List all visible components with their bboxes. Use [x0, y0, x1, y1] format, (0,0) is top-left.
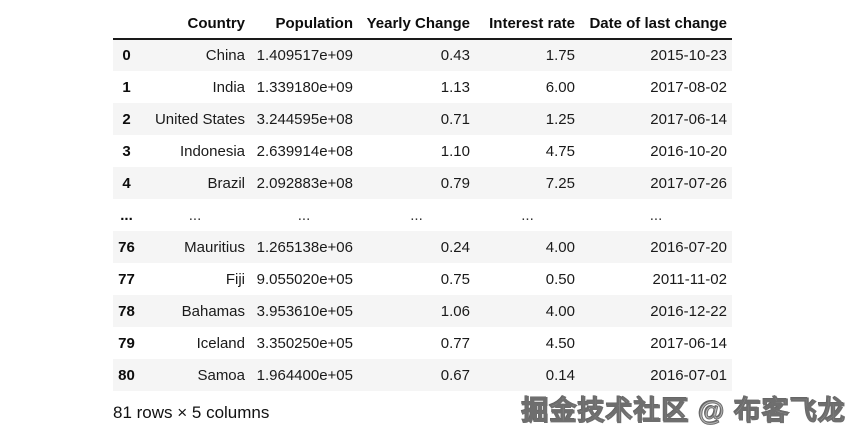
header-row: Country Population Yearly Change Interest r… [113, 8, 732, 40]
table-cell: 9.055020e+05 [256, 270, 353, 288]
table-cell: 1.339180e+09 [256, 78, 353, 96]
table-cell: 6.00 [545, 78, 575, 96]
table-cell: 1.25 [545, 110, 575, 128]
table-cell: 2017-06-14 [650, 110, 727, 128]
table-cell: Brazil [207, 174, 245, 192]
table-cell: ... [410, 206, 423, 224]
table-cell: 0.24 [440, 238, 470, 256]
table-row: 79 Iceland 3.350250e+05 0.77 4.50 2017-06-14 [113, 327, 732, 359]
table-cell: 0.71 [440, 110, 470, 128]
table-row: 3 Indonesia 2.639914e+08 1.10 4.75 2016-10-20 [113, 135, 732, 167]
table-cell: 3.350250e+05 [256, 334, 353, 352]
table-cell: 1.06 [440, 302, 470, 320]
table-row: 1 India 1.339180e+09 1.13 6.00 2017-08-02 [113, 71, 732, 103]
dataframe-table: Country Population Yearly Change Interest r… [113, 8, 732, 391]
table-body: 0 China 1.409517e+09 0.43 1.75 2015-10-23 1 Ind… [113, 39, 732, 391]
table-cell: 0.79 [440, 174, 470, 192]
table-row: 0 China 1.409517e+09 0.43 1.75 2015-10-23 [113, 39, 732, 71]
table-cell: ... [521, 206, 534, 224]
table-cell: ... [297, 206, 311, 224]
table-cell: Samoa [197, 366, 245, 384]
row-index: 3 [122, 142, 131, 160]
table-row: 80 Samoa 1.964400e+05 0.67 0.14 2016-07-01 [113, 359, 732, 391]
column-header: Country [140, 8, 250, 40]
table-cell: ... [188, 206, 202, 224]
table-row: 78 Bahamas 3.953610e+05 1.06 4.00 2016-12-22 [113, 295, 732, 327]
table-cell: 2017-08-02 [650, 78, 727, 96]
table-cell: United States [154, 110, 245, 128]
table-row: .................. [113, 199, 732, 231]
table-cell: 2011-11-02 [652, 270, 727, 288]
table-cell: 0.43 [440, 47, 470, 64]
table-cell: 2016-12-22 [650, 302, 727, 320]
row-index: 77 [118, 270, 135, 288]
column-header: Population [250, 8, 358, 40]
table-cell: Mauritius [184, 238, 245, 256]
table-cell: 4.00 [545, 302, 575, 320]
table-cell: 0.67 [440, 366, 470, 384]
table-cell: India [212, 78, 245, 96]
table-cell: 4.75 [545, 142, 575, 160]
table-cell: 2017-07-26 [650, 174, 727, 192]
row-index: 2 [122, 110, 131, 128]
dataframe-shape-summary: 81 rows × 5 columns [113, 403, 270, 422]
table-cell: Bahamas [181, 302, 245, 320]
row-index: 78 [118, 302, 135, 320]
table-cell: Fiji [225, 270, 245, 288]
table-header: Country Population Yearly Change Interest r… [113, 8, 732, 40]
table-cell: 2016-07-20 [650, 238, 727, 256]
table-cell: 1.13 [440, 78, 470, 96]
table-cell: 2017-06-14 [650, 334, 727, 352]
row-index: ... [120, 206, 133, 224]
table-cell: 0.77 [440, 334, 470, 352]
table-row: 76 Mauritius 1.265138e+06 0.24 4.00 2016-07-2… [113, 231, 732, 263]
index-column-header [113, 8, 140, 40]
table-cell: China [205, 47, 245, 64]
table-cell: 2.092883e+08 [256, 174, 353, 192]
table-cell: 4.50 [545, 334, 575, 352]
dataframe-output: Country Population Yearly Change Interest r… [113, 8, 732, 391]
table-row: 4 Brazil 2.092883e+08 0.79 7.25 2017-07-26 [113, 167, 732, 199]
table-row: 77 Fiji 9.055020e+05 0.75 0.50 2011-11-02 [113, 263, 732, 295]
table-cell: 2015-10-23 [650, 47, 727, 64]
table-cell: 3.244595e+08 [256, 110, 353, 128]
table-cell: 0.14 [545, 366, 575, 384]
table-cell: 3.953610e+05 [256, 302, 353, 320]
table-cell: 7.25 [545, 174, 575, 192]
table-row: 2 United States 3.244595e+08 0.71 1.25 2017-0… [113, 103, 732, 135]
column-header: Yearly Change [358, 8, 475, 40]
table-cell: 1.409517e+09 [256, 47, 353, 64]
table-cell: 1.10 [440, 142, 470, 160]
table-cell: ... [649, 206, 663, 224]
table-cell: 1.75 [545, 47, 575, 64]
row-index: 80 [118, 366, 135, 384]
column-header: Date of last change [580, 8, 732, 40]
table-cell: 2016-10-20 [650, 142, 727, 160]
table-cell: 2016-07-01 [650, 366, 727, 384]
table-cell: 4.00 [545, 238, 575, 256]
table-cell: 2.639914e+08 [256, 142, 353, 160]
row-index: 1 [122, 78, 131, 96]
table-cell: Iceland [196, 334, 245, 352]
row-index: 4 [122, 174, 131, 192]
row-index: 76 [118, 238, 135, 256]
column-header: Interest rate [475, 8, 580, 40]
table-cell: 0.50 [545, 270, 575, 288]
table-cell: Indonesia [179, 142, 245, 160]
row-index: 0 [122, 47, 131, 64]
row-index: 79 [118, 334, 135, 352]
watermark-text: 掘金技术社区 @ 布客飞龙 [521, 396, 846, 427]
table-cell: 1.265138e+06 [256, 238, 353, 256]
table-cell: 1.964400e+05 [256, 366, 353, 384]
table-cell: 0.75 [440, 270, 470, 288]
